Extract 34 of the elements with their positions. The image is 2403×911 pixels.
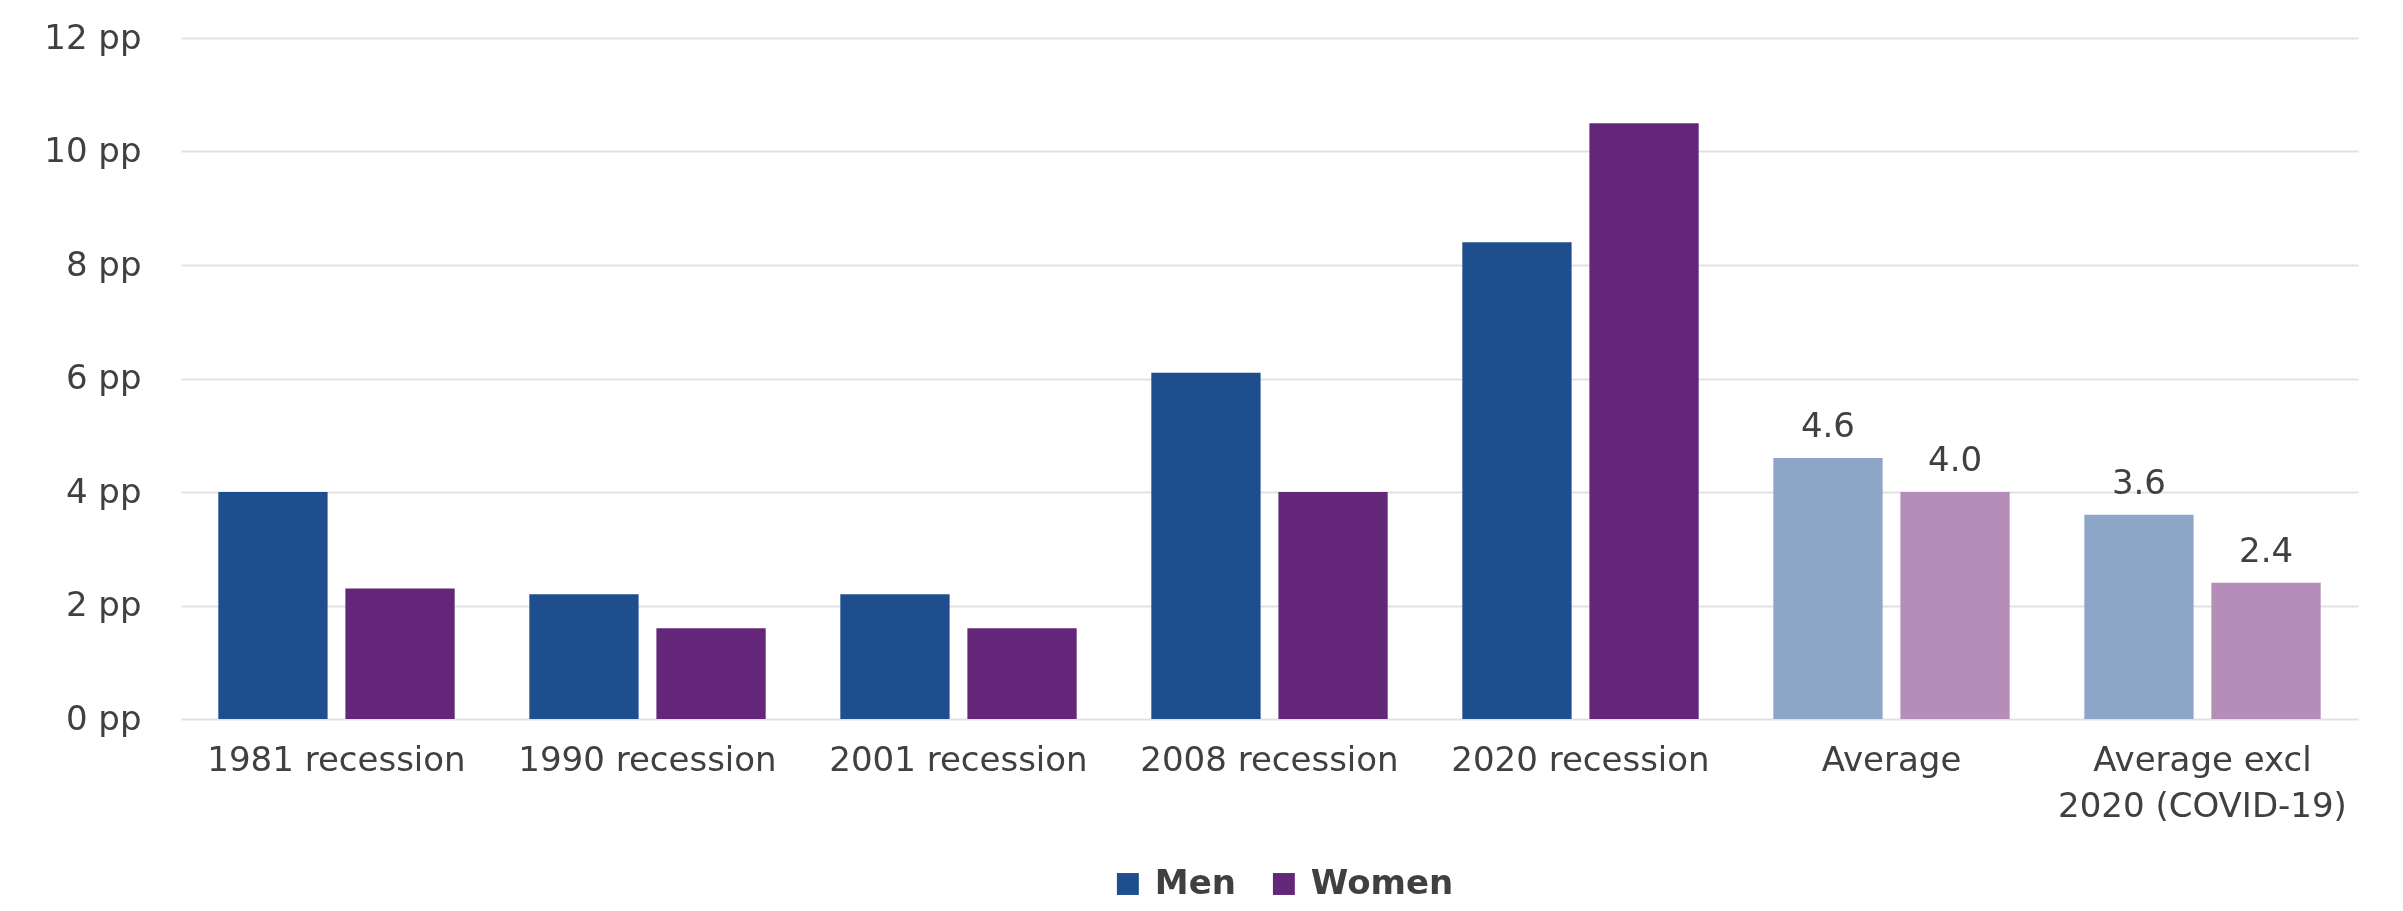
- y-tick-label: 6 pp: [65, 357, 142, 397]
- data-label: 3.6: [2111, 461, 2166, 502]
- bar: [2211, 582, 2321, 719]
- x-tick-label: 2008 recession: [1140, 738, 1399, 779]
- x-tick-label: 1981 recession: [207, 738, 466, 779]
- bar: [1589, 123, 1699, 719]
- y-tick-label: 0 pp: [65, 697, 142, 738]
- bar: [656, 628, 766, 719]
- y-tick-label: 8 pp: [65, 243, 142, 284]
- legend-label: Men: [1154, 862, 1236, 902]
- x-tick-label: 2001 recession: [829, 738, 1088, 779]
- data-label: 4.6: [1800, 404, 1855, 445]
- bar: [345, 588, 455, 719]
- x-tick-label: 2020 recession: [1451, 738, 1710, 779]
- bar: [1151, 372, 1261, 719]
- x-tick-label: Average: [1821, 738, 1962, 779]
- bar: [840, 594, 950, 719]
- bar: [1773, 457, 1883, 719]
- bar: [1278, 492, 1388, 719]
- data-label: 4.0: [1928, 439, 1983, 479]
- bar: [529, 594, 639, 719]
- legend-label: Women: [1310, 862, 1454, 902]
- data-label: 2.4: [2239, 529, 2294, 570]
- bar: [218, 492, 328, 719]
- y-tick-label: 12 pp: [44, 16, 142, 57]
- x-tick-label: 1990 recession: [518, 738, 777, 779]
- bar: [967, 628, 1077, 719]
- bar: [1900, 492, 2010, 719]
- bar: [2084, 514, 2194, 719]
- y-tick-label: 4 pp: [65, 470, 142, 511]
- y-tick-label: 2 pp: [65, 584, 142, 624]
- bar: [1462, 242, 1572, 719]
- y-tick-label: 10 pp: [44, 130, 142, 170]
- x-tick-label: Average excl 2020 (COVID-19): [2058, 738, 2347, 825]
